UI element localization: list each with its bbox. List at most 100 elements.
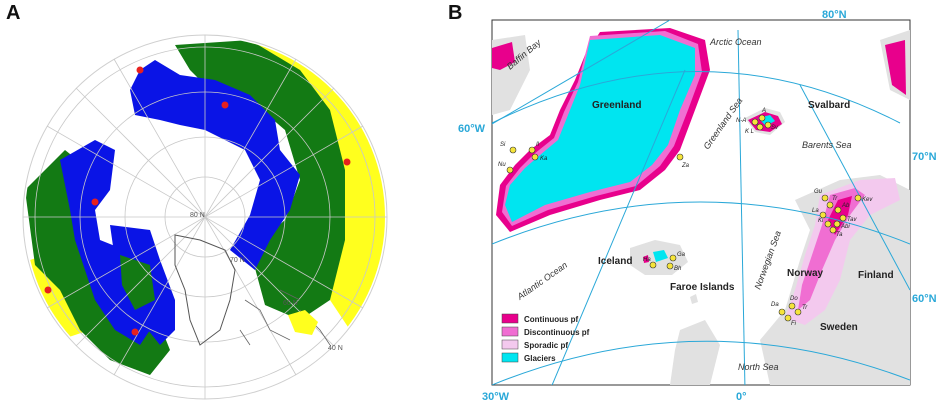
label-svalbard: Svalbard <box>808 100 850 111</box>
label-arctic-ocean: Arctic Ocean <box>709 37 762 47</box>
label-30w: 30°W <box>482 391 510 402</box>
graticule <box>23 35 387 399</box>
coastline-misc <box>239 289 331 346</box>
site-label-abi: Abi <box>840 224 850 230</box>
site-label-il: Il <box>536 142 540 148</box>
site-si <box>509 146 517 154</box>
sample-sites <box>44 66 351 336</box>
site-do <box>788 302 796 310</box>
label-norway: Norway <box>787 268 824 279</box>
graticule-b <box>492 20 910 385</box>
site-ta <box>829 226 837 234</box>
iceland-glacier <box>653 250 668 262</box>
label-faroe: Faroe Islands <box>670 282 735 293</box>
label-70n: 70°N <box>912 151 937 163</box>
site-label-ha: Ha <box>643 257 651 263</box>
site-label-kev: Kev <box>862 197 873 203</box>
site-marker <box>44 286 52 294</box>
uk-land <box>670 320 720 385</box>
legend-label-glaciers: Glaciers <box>524 354 556 363</box>
site-label-ta: Ta <box>836 232 843 238</box>
site-fi <box>784 314 792 322</box>
site-label-ka: Ka <box>540 156 548 162</box>
site-kl <box>756 123 764 131</box>
faroe-land <box>690 294 698 304</box>
blue-green-patch <box>120 255 155 310</box>
site-bh <box>666 262 674 270</box>
site-kev <box>854 194 862 202</box>
label-north-sea: North Sea <box>738 362 779 372</box>
site-label-bh: Bh <box>674 266 682 272</box>
site-marker <box>221 101 229 109</box>
label-60n: 60°N <box>912 293 937 305</box>
green-zone <box>175 40 345 320</box>
site-tr-north <box>826 201 834 209</box>
site-label-tav: Tav <box>847 217 857 223</box>
russia-pf <box>885 40 906 95</box>
scandinavia-discontinuous-pf <box>798 188 865 310</box>
label-finland: Finland <box>858 270 894 281</box>
lat-label-80: 80 N <box>190 212 205 219</box>
site-ha <box>649 261 657 269</box>
site-label-tr-north: Tr <box>832 196 838 202</box>
site-da <box>778 308 786 316</box>
panel-a-letter: A <box>6 2 21 24</box>
site-abi <box>833 220 841 228</box>
vegetation-layer <box>25 40 385 375</box>
site-labels: Si Il Ka Nu Za N-A A K L Sv Ha Ga Bh Gu … <box>498 108 873 327</box>
site-il <box>528 146 536 154</box>
site-label-kl: K L <box>745 129 754 135</box>
site-ab <box>834 206 842 214</box>
site-label-la: La <box>812 208 819 214</box>
legend-swatch-discontinuous <box>501 326 519 337</box>
legend-label-discontinuous: Discontinuous pf <box>524 328 590 337</box>
site-label-ki: Ki <box>818 218 824 224</box>
site-marker <box>136 66 144 74</box>
iceland-pf <box>643 255 649 263</box>
yellow-scandinavia <box>288 310 318 335</box>
panel-b-letter: B <box>448 2 463 24</box>
label-greenland: Greenland <box>592 100 641 111</box>
site-label-na: N-A <box>736 118 746 124</box>
site-label-si: Si <box>500 142 506 148</box>
site-na <box>751 118 759 126</box>
canada-permafrost <box>492 42 515 70</box>
site-label-ab: Ab <box>841 203 850 209</box>
panel-a-polar-map: 80 N 70 N 60 N 40 N <box>22 34 388 400</box>
legend-swatch-sporadic <box>501 339 519 350</box>
site-label-gu: Gu <box>814 189 823 195</box>
label-iceland: Iceland <box>598 256 632 267</box>
site-tr-south <box>794 308 802 316</box>
site-marker <box>91 198 99 206</box>
site-ki <box>824 220 832 228</box>
site-label-tr-south: Tr <box>802 305 808 311</box>
lat-label-70: 70 N <box>230 257 245 264</box>
label-60w: 60°W <box>458 123 486 135</box>
site-label-nu: Nu <box>498 162 506 168</box>
lat-label-40: 40 N <box>328 345 343 352</box>
site-a <box>758 114 766 122</box>
site-marker <box>131 328 139 336</box>
legend-swatch-glaciers <box>501 352 519 363</box>
site-ga <box>669 254 677 262</box>
site-ka <box>531 153 539 161</box>
label-0: 0° <box>736 391 747 402</box>
greenland-coastline <box>174 234 236 346</box>
site-label-ga: Ga <box>677 252 686 258</box>
legend-swatch-continuous <box>501 313 519 324</box>
panel-b-permafrost-map: 80°N 60°W 70°N 60°N 30°W 0° Greenland Sv… <box>458 9 937 402</box>
site-gu <box>821 194 829 202</box>
site-sv <box>764 121 772 129</box>
site-label-fi: Fi <box>791 321 797 327</box>
lat-label-60: 60 N <box>283 300 298 307</box>
greenland-glacier <box>505 35 695 222</box>
site-label-da: Da <box>771 302 779 308</box>
legend-label-continuous: Continuous pf <box>524 315 579 324</box>
label-barents-sea: Barents Sea <box>802 140 852 150</box>
site-markers <box>506 114 862 322</box>
legend: Continuous pf Discontinuous pf Sporadic … <box>501 313 590 363</box>
label-sweden: Sweden <box>820 322 858 333</box>
site-label-do: Do <box>790 296 798 302</box>
site-label-za: Za <box>681 163 690 169</box>
site-la <box>819 211 827 219</box>
